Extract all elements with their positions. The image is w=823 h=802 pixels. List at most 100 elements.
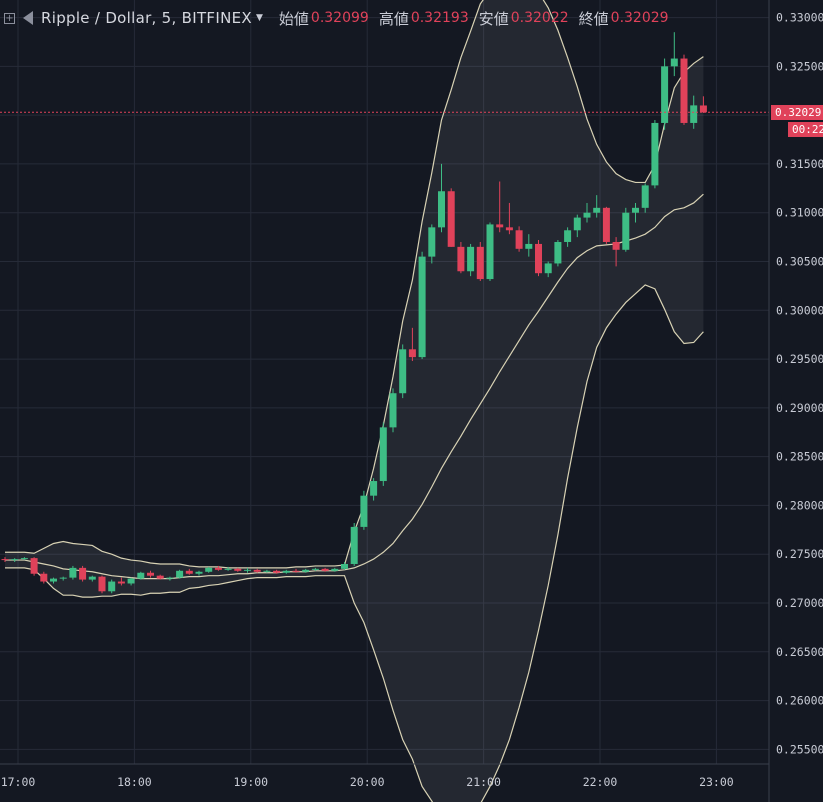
candle[interactable] — [447, 188, 455, 247]
candle[interactable] — [379, 422, 387, 486]
candle[interactable] — [331, 567, 339, 572]
candle-body — [360, 495, 368, 527]
candle-body — [69, 567, 77, 578]
candle[interactable] — [602, 206, 610, 244]
candle[interactable] — [50, 577, 57, 584]
price-tick-label: 0.26000 — [776, 694, 823, 708]
low-label: 安値 — [478, 9, 509, 28]
candle[interactable] — [661, 58, 669, 130]
candle[interactable] — [389, 388, 397, 433]
candle[interactable] — [166, 576, 174, 581]
candle[interactable] — [137, 571, 145, 580]
candle[interactable] — [418, 251, 426, 360]
candle[interactable] — [88, 575, 96, 582]
candle[interactable] — [476, 241, 484, 282]
candle[interactable] — [699, 96, 707, 113]
candle-body — [282, 570, 290, 573]
candle[interactable] — [408, 327, 416, 362]
candle[interactable] — [11, 558, 19, 563]
candle[interactable] — [496, 181, 504, 233]
candle[interactable] — [515, 226, 523, 252]
flag-icon[interactable] — [23, 11, 33, 25]
candle[interactable] — [205, 566, 213, 573]
candle[interactable] — [234, 567, 242, 572]
candle[interactable] — [535, 240, 542, 277]
candle[interactable] — [399, 344, 407, 399]
candle[interactable] — [670, 32, 678, 77]
candle[interactable] — [117, 577, 125, 586]
candle[interactable] — [525, 234, 533, 257]
candles[interactable] — [1, 32, 707, 594]
candle[interactable] — [505, 202, 513, 235]
candle-body — [11, 559, 19, 561]
candle-body — [680, 58, 688, 123]
candle[interactable] — [612, 237, 620, 267]
candle[interactable] — [224, 566, 232, 571]
candle[interactable] — [302, 568, 310, 573]
candle[interactable] — [457, 241, 465, 274]
candle[interactable] — [641, 183, 649, 213]
candle[interactable] — [253, 568, 261, 573]
candle[interactable] — [311, 567, 319, 571]
candle[interactable] — [593, 195, 601, 218]
candle[interactable] — [622, 207, 630, 252]
candle[interactable] — [321, 567, 329, 572]
candle[interactable] — [651, 120, 659, 189]
candle[interactable] — [30, 557, 38, 576]
candle-body — [292, 570, 300, 572]
candle[interactable] — [156, 574, 164, 580]
candle[interactable] — [185, 568, 193, 575]
candle[interactable] — [1, 557, 9, 563]
candle[interactable] — [108, 579, 116, 594]
candle[interactable] — [360, 490, 368, 530]
candle-body — [370, 481, 378, 496]
candle[interactable] — [554, 240, 562, 267]
candle[interactable] — [244, 567, 251, 573]
candle[interactable] — [69, 565, 77, 580]
expand-icon[interactable]: + — [4, 12, 15, 24]
candle[interactable] — [292, 568, 300, 573]
candle[interactable] — [59, 576, 67, 581]
candle[interactable] — [214, 565, 222, 571]
candle[interactable] — [350, 522, 358, 566]
candle-body — [108, 581, 116, 592]
candle[interactable] — [428, 224, 436, 264]
candle[interactable] — [20, 557, 28, 561]
candle-body — [234, 568, 242, 571]
candle-body — [20, 558, 28, 560]
candle[interactable] — [40, 571, 48, 584]
price-tick-label: 0.30000 — [776, 303, 823, 317]
bollinger-fill — [5, 0, 704, 802]
candle[interactable] — [282, 569, 290, 574]
time-tick-label: 21:00 — [466, 775, 501, 789]
candle[interactable] — [263, 569, 271, 573]
candle[interactable] — [632, 202, 639, 223]
candle[interactable] — [195, 570, 203, 576]
candle-body — [670, 58, 678, 67]
candle[interactable] — [341, 562, 348, 570]
candle[interactable] — [564, 227, 572, 247]
candle[interactable] — [573, 214, 581, 238]
candle[interactable] — [147, 570, 154, 578]
candle[interactable] — [176, 569, 184, 579]
candle[interactable] — [486, 222, 494, 282]
candle[interactable] — [583, 202, 591, 223]
symbol-title[interactable]: Ripple / Dollar, 5, BITFINEX — [41, 9, 252, 27]
candle[interactable] — [467, 243, 475, 277]
candle[interactable] — [273, 569, 281, 574]
price-axis[interactable]: 0.330000.325000.320000.315000.310000.305… — [776, 11, 823, 757]
candle[interactable] — [79, 565, 87, 582]
candle[interactable] — [127, 577, 135, 586]
chevron-down-icon[interactable]: ▼ — [255, 13, 263, 23]
candle[interactable] — [680, 54, 688, 125]
candle[interactable] — [438, 163, 445, 233]
time-tick-label: 18:00 — [117, 775, 152, 789]
candle[interactable] — [98, 575, 106, 594]
candle[interactable] — [544, 261, 552, 278]
candle[interactable] — [370, 478, 378, 501]
candle-body — [176, 570, 184, 578]
close-label: 終値 — [578, 9, 609, 28]
candle-body — [408, 349, 416, 358]
time-axis[interactable]: 17:00 18:00 19:00 20:00 21:00 22:00 23:00 — [1, 775, 734, 789]
